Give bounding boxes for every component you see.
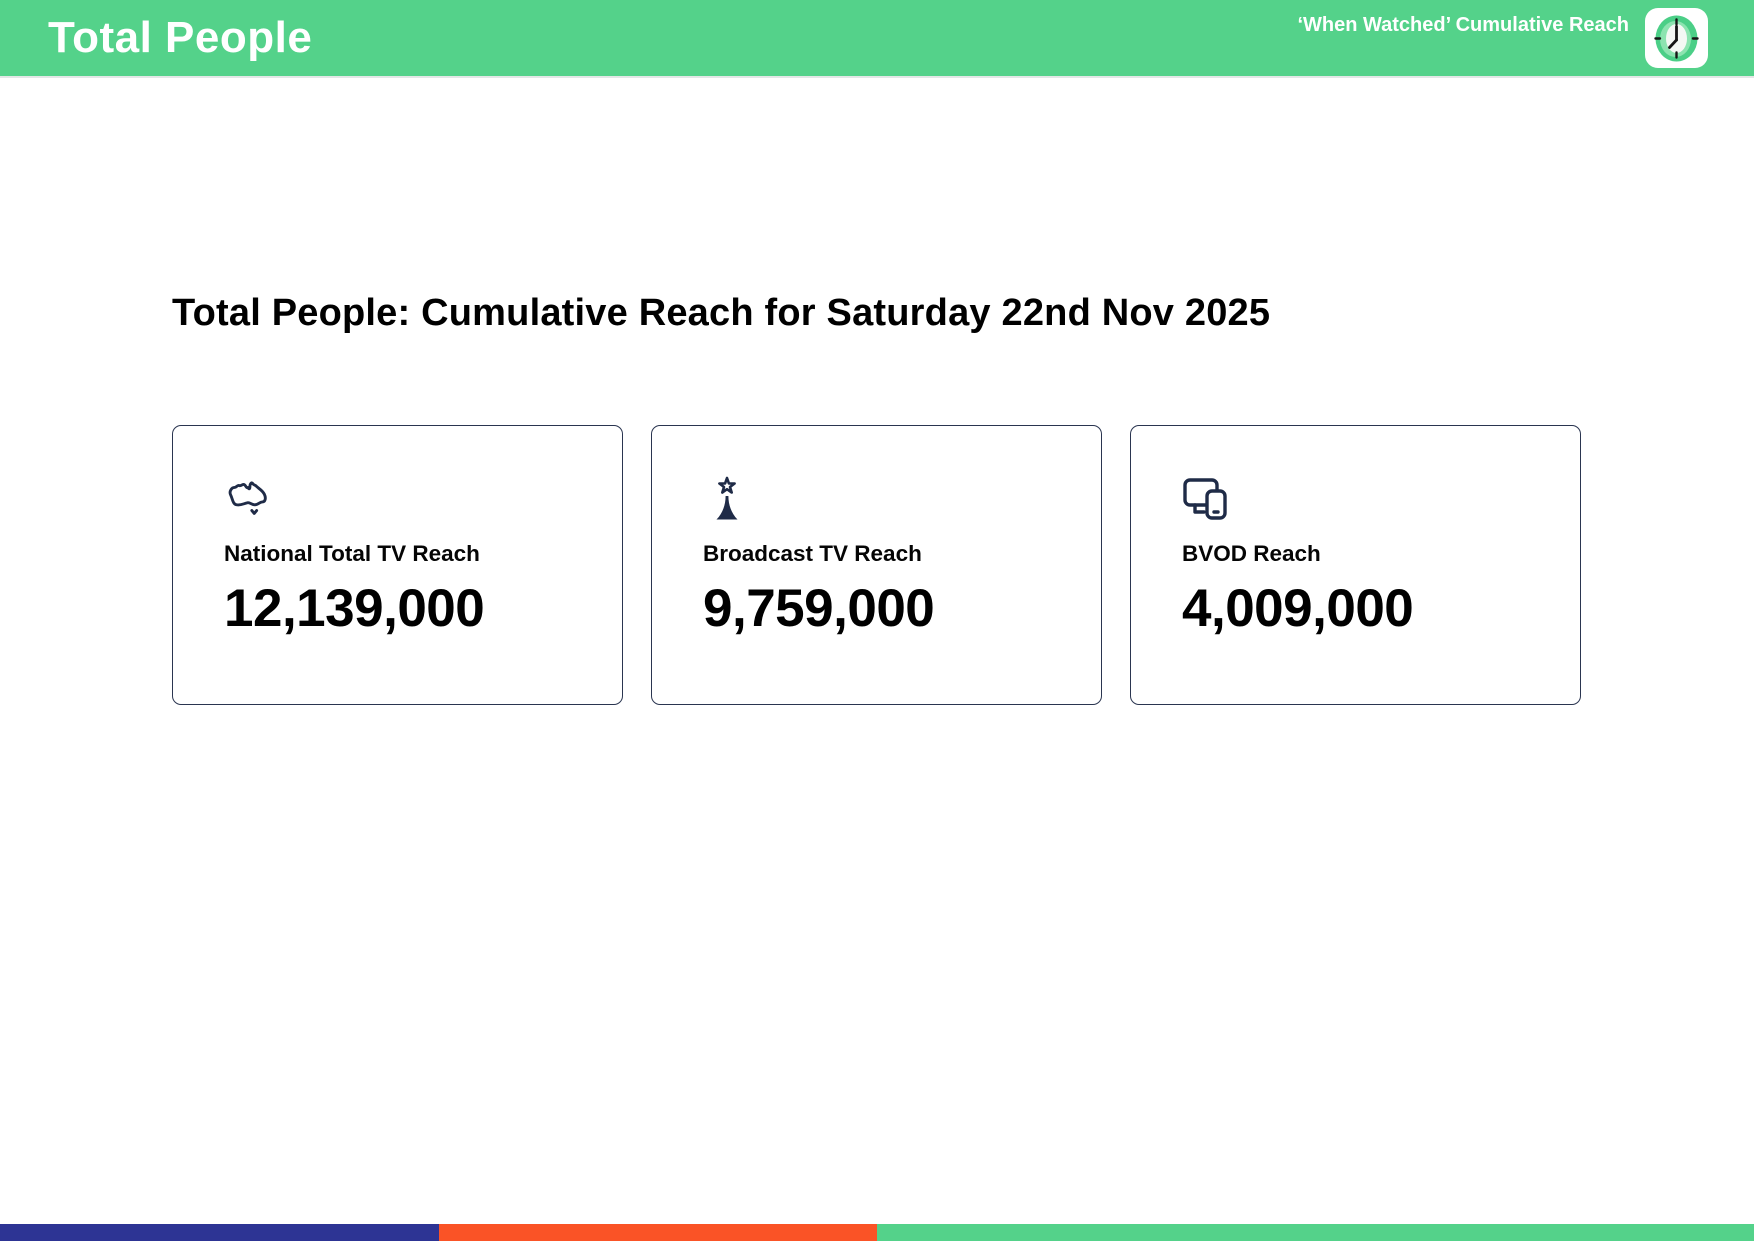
card-broadcast-tv-reach: Broadcast TV Reach 9,759,000 [651,425,1102,705]
header-right-group: ‘When Watched’ Cumulative Reach [1297,8,1708,68]
tv-and-phone-icon [1183,478,1227,520]
clock-icon [1654,15,1699,61]
footer-segment-navy [0,1224,439,1241]
section-heading: Total People: Cumulative Reach for Satur… [172,292,1271,334]
card-national-total-tv-reach: National Total TV Reach 12,139,000 [172,425,623,705]
main-content: Total People: Cumulative Reach for Satur… [172,78,1582,705]
app-logo [1645,8,1708,68]
reach-cards-row: National Total TV Reach 12,139,000 Broad… [172,425,1582,705]
card-value: 9,759,000 [703,579,935,638]
footer-segment-orange [438,1224,877,1241]
footer-segment-green [877,1224,1754,1241]
broadcast-tower-icon [716,476,738,520]
header-subtitle: ‘When Watched’ Cumulative Reach [1297,13,1629,36]
australia-map-icon [228,481,267,515]
card-value: 12,139,000 [224,579,485,638]
card-label: BVOD Reach [1182,541,1321,566]
card-label: Broadcast TV Reach [703,541,922,566]
card-value: 4,009,000 [1182,579,1414,638]
card-bvod-reach: BVOD Reach 4,009,000 [1130,425,1581,705]
header-bar: Total People ‘When Watched’ Cumulative R… [0,0,1754,78]
card-label: National Total TV Reach [224,541,480,566]
page-title: Total People [48,13,313,62]
footer-accent-bar [0,1224,1754,1241]
